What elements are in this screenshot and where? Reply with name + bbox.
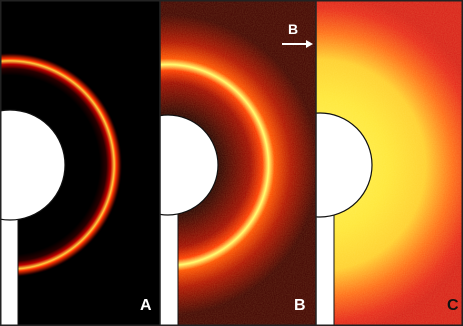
panel-b: B B: [160, 0, 316, 326]
panel-c: C: [316, 0, 463, 326]
arrow-label: B: [288, 21, 298, 37]
panel-label-a: A: [140, 297, 152, 314]
panel-a: A: [0, 0, 160, 326]
panel-label-b: B: [294, 297, 306, 314]
beamstop-b: [160, 114, 219, 216]
beamstop-c: [316, 112, 373, 218]
panel-label-c: C: [447, 297, 459, 314]
right-arrow-icon: [282, 40, 313, 48]
beamstop-a: [0, 109, 66, 221]
